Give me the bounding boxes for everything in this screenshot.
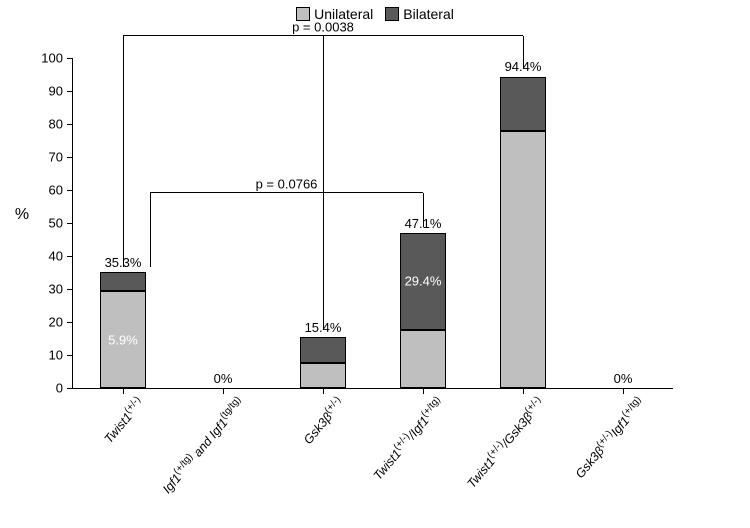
legend-swatch — [385, 7, 399, 21]
p-value-bracket: p = 0.0766 — [150, 192, 423, 193]
p-value-label: p = 0.0766 — [256, 176, 318, 191]
bar-segment-bilateral — [300, 337, 346, 362]
bar-group: 94.4% — [500, 76, 546, 388]
y-tick-label: 20 — [49, 315, 73, 330]
bar-inbar-label: 29.4% — [405, 274, 442, 289]
x-tick-label: Twist1(+/-)/Igf1(+/tg) — [361, 388, 446, 483]
legend-label: Bilateral — [403, 6, 454, 22]
y-tick-label: 40 — [49, 249, 73, 264]
bracket-leg — [123, 36, 124, 267]
bar-total-label: 0% — [614, 371, 633, 388]
y-axis-title: % — [15, 206, 29, 224]
bar-inbar-label: 5.9% — [108, 332, 138, 347]
y-tick-label: 50 — [49, 216, 73, 231]
y-tick-label: 0 — [56, 381, 73, 396]
bracket-leg — [423, 193, 424, 228]
bar-total-label: 0% — [214, 371, 233, 388]
bar-segment-bilateral — [500, 77, 546, 132]
bar-segment-unilateral — [500, 131, 546, 388]
p-value-label: p = 0.0038 — [292, 19, 354, 34]
legend: UnilateralBilateral — [0, 6, 750, 24]
x-tick-label: Gsk3β(+/-)Igf1(+/tg) — [564, 388, 648, 481]
x-tick-label: Igf1(+/tg) and Igf1(tg/tg) — [151, 388, 248, 496]
bracket-leg — [523, 36, 524, 69]
y-axis: 0102030405060708090100 — [73, 58, 673, 388]
y-tick-label: 30 — [49, 282, 73, 297]
legend-item: Bilateral — [385, 6, 454, 22]
bar-segment-unilateral — [300, 363, 346, 388]
bracket-leg — [150, 193, 151, 267]
y-tick-label: 10 — [49, 348, 73, 363]
bar-group: 5.9%35.3% — [100, 272, 146, 388]
x-tick-label: Twist1(+/-) — [92, 388, 147, 446]
plot-area: 0102030405060708090100 Twist1(+/-)5.9%35… — [72, 58, 673, 389]
y-tick-label: 90 — [49, 84, 73, 99]
chart-container: UnilateralBilateral % 010203040506070809… — [0, 0, 750, 528]
y-tick-label: 100 — [41, 51, 73, 66]
bar-group: 15.4% — [300, 337, 346, 388]
bar-group: 29.4%47.1% — [400, 233, 446, 388]
p-value-bracket: p = 0.0038 — [123, 35, 523, 36]
bar-segment-bilateral — [100, 272, 146, 291]
bar-segment-unilateral — [400, 330, 446, 388]
y-tick-label: 60 — [49, 183, 73, 198]
x-tick-label: Twist1(+/-)/Gsk3β(+/-) — [455, 388, 547, 491]
y-tick-label: 80 — [49, 117, 73, 132]
x-tick-label: Gsk3β(+/-) — [292, 388, 347, 447]
bracket-leg — [323, 36, 324, 330]
y-tick-label: 70 — [49, 150, 73, 165]
